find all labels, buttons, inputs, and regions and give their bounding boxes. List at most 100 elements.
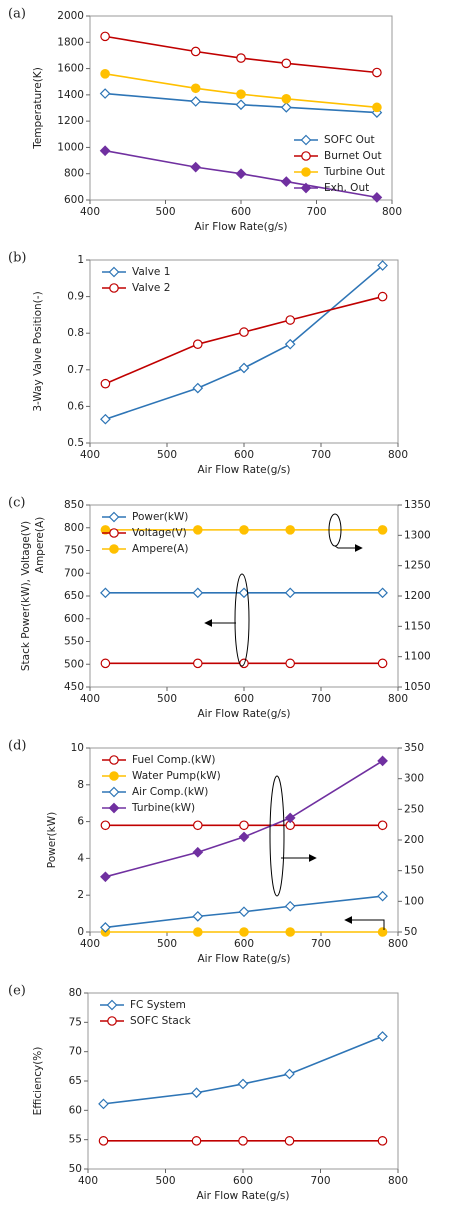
data-point <box>192 846 204 858</box>
y-tick-label: 8 <box>77 779 84 791</box>
legend-marker <box>109 283 119 293</box>
y-tick-label: 0.7 <box>67 364 84 376</box>
data-point <box>239 525 249 535</box>
data-point <box>193 525 203 535</box>
y-tick-label: 600 <box>64 194 84 206</box>
data-point <box>190 83 201 94</box>
data-point <box>372 102 382 113</box>
y-tick-label: 80 <box>69 987 82 999</box>
y-tick-label: 450 <box>64 681 84 693</box>
y2-tick-label: 250 <box>404 803 424 815</box>
data-point <box>191 1136 202 1146</box>
data-point <box>100 922 111 933</box>
data-point <box>192 382 204 394</box>
y2-tick-label: 1250 <box>404 560 431 572</box>
data-point <box>239 327 249 337</box>
data-point <box>239 820 249 831</box>
y-axis-label: 3-Way Valve Position(-) <box>32 291 44 411</box>
data-point <box>100 525 111 535</box>
data-point <box>190 96 202 107</box>
legend-marker <box>300 134 312 146</box>
x-tick-label: 800 <box>388 938 408 950</box>
y2-tick-label: 300 <box>404 773 424 785</box>
y-tick-label: 750 <box>64 545 84 557</box>
data-point <box>190 161 202 173</box>
x-tick-label: 700 <box>311 693 331 705</box>
data-point <box>285 525 295 535</box>
legend-marker <box>108 511 120 523</box>
x-tick-label: 700 <box>311 938 331 950</box>
legend-label: Voltage(V) <box>132 527 187 539</box>
annotation-arrow <box>344 916 385 930</box>
legend-label: Burnet Out <box>324 150 382 162</box>
x-tick-label: 800 <box>388 449 408 461</box>
y2-tick-label: 1100 <box>404 651 431 663</box>
annotation-arrow <box>334 544 363 552</box>
data-point <box>284 1068 295 1080</box>
y2-tick-label: 350 <box>404 742 424 754</box>
x-tick-label: 800 <box>382 206 402 218</box>
data-point <box>192 911 204 922</box>
y-tick-label: 50 <box>69 1163 82 1175</box>
legend-label: FC System <box>130 999 186 1011</box>
data-point <box>238 1136 248 1146</box>
panel-label: (a) <box>8 7 26 22</box>
data-point <box>377 260 388 271</box>
legend-label: Turbine Out <box>323 166 385 178</box>
y-axis-label: Stack Power(kW), Voltage(V) <box>20 521 32 671</box>
x-tick-label: 400 <box>80 449 100 461</box>
data-point <box>377 890 388 902</box>
y-tick-label: 850 <box>64 499 84 511</box>
data-point <box>193 927 203 937</box>
data-point <box>377 755 388 767</box>
data-point <box>238 831 250 843</box>
legend-marker <box>108 802 120 814</box>
legend-label: SOFC Out <box>324 134 375 146</box>
data-point <box>377 525 388 535</box>
x-tick-label: 400 <box>80 206 100 218</box>
y2-tick-label: 1150 <box>404 620 431 632</box>
annotation-ellipse <box>269 775 285 897</box>
x-tick-label: 500 <box>157 693 177 705</box>
data-point <box>285 927 295 937</box>
y2-tick-label: 150 <box>404 865 424 877</box>
y-tick-label: 2 <box>77 889 84 901</box>
data-point <box>193 339 203 349</box>
x-tick-label: 500 <box>157 449 177 461</box>
legend-label: Valve 2 <box>132 282 170 294</box>
data-point <box>284 587 296 599</box>
y2-axis-label: Ampere(A) <box>34 517 46 573</box>
data-point <box>98 1136 109 1146</box>
panel-label: (e) <box>8 984 26 999</box>
y-tick-label: 60 <box>69 1104 82 1116</box>
y-tick-label: 550 <box>64 636 84 648</box>
legend-label: SOFC Stack <box>130 1015 192 1027</box>
legend-label: Valve 1 <box>132 266 170 278</box>
legend-marker <box>300 182 312 194</box>
data-point <box>191 1087 202 1099</box>
x-tick-label: 600 <box>233 1175 253 1187</box>
data-point <box>100 413 111 425</box>
data-point <box>99 88 111 99</box>
data-point <box>100 871 111 883</box>
y-tick-label: 0.8 <box>67 327 84 339</box>
x-tick-label: 700 <box>311 449 331 461</box>
y-tick-label: 4 <box>77 852 84 864</box>
data-point <box>237 1078 249 1090</box>
legend-marker <box>106 999 118 1011</box>
legend-label: Air Comp.(kW) <box>132 786 208 798</box>
legend-marker <box>107 1016 117 1026</box>
x-tick-label: 600 <box>234 449 254 461</box>
x-axis-label: Air Flow Rate(g/s) <box>196 1190 289 1202</box>
y2-tick-label: 1200 <box>404 590 431 602</box>
data-point <box>377 587 388 599</box>
data-point <box>236 53 246 63</box>
legend-marker <box>109 544 119 554</box>
y2-tick-label: 1350 <box>404 499 431 511</box>
data-point <box>192 587 204 599</box>
x-tick-label: 700 <box>306 206 326 218</box>
y-tick-label: 55 <box>69 1134 82 1146</box>
y-tick-label: 800 <box>64 522 84 534</box>
y-tick-label: 6 <box>77 816 84 828</box>
data-point <box>100 69 110 79</box>
